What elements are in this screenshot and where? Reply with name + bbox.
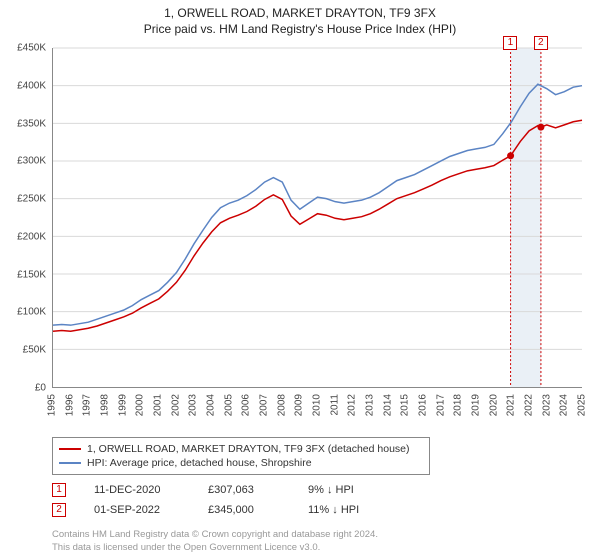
x-tick-label: 1999 <box>117 394 128 416</box>
footer-line-2: This data is licensed under the Open Gov… <box>52 542 378 554</box>
chart-container: 1, ORWELL ROAD, MARKET DRAYTON, TF9 3FX … <box>0 0 600 560</box>
legend-label: HPI: Average price, detached house, Shro… <box>87 457 312 469</box>
x-tick-label: 2001 <box>153 394 164 416</box>
x-tick-label: 2012 <box>347 394 358 416</box>
x-tick-label: 2009 <box>294 394 305 416</box>
y-tick-label: £350K <box>17 118 46 129</box>
x-tick-label: 2008 <box>276 394 287 416</box>
sale-marker-cell: 2 <box>52 503 66 517</box>
x-tick-label: 1998 <box>100 394 111 416</box>
x-tick-label: 2018 <box>453 394 464 416</box>
x-tick-label: 2005 <box>223 394 234 416</box>
sale-price: £307,063 <box>208 484 280 496</box>
x-tick-label: 2025 <box>577 394 588 416</box>
x-tick-label: 2006 <box>241 394 252 416</box>
x-tick-label: 1997 <box>82 394 93 416</box>
y-tick-label: £400K <box>17 80 46 91</box>
y-tick-label: £250K <box>17 194 46 205</box>
sales-row: 1 11-DEC-2020 £307,063 9% ↓ HPI <box>52 480 572 500</box>
x-tick-label: 2010 <box>312 394 323 416</box>
sale-date: 01-SEP-2022 <box>94 504 180 516</box>
y-tick-label: £300K <box>17 156 46 167</box>
footer-attribution: Contains HM Land Registry data © Crown c… <box>52 529 378 554</box>
x-tick-label: 2004 <box>206 394 217 416</box>
sale-marker-1: 1 <box>503 36 517 50</box>
x-axis: 1995199619971998199920002001200220032004… <box>52 388 582 438</box>
series-blue-line <box>53 84 582 325</box>
sales-row: 2 01-SEP-2022 £345,000 11% ↓ HPI <box>52 500 572 520</box>
chart-subtitle: Price paid vs. HM Land Registry's House … <box>0 20 600 36</box>
sale-point-1 <box>507 152 514 159</box>
sale-price: £345,000 <box>208 504 280 516</box>
x-tick-label: 2024 <box>559 394 570 416</box>
chart-title: 1, ORWELL ROAD, MARKET DRAYTON, TF9 3FX <box>0 0 600 20</box>
x-tick-label: 2022 <box>524 394 535 416</box>
x-tick-label: 2013 <box>365 394 376 416</box>
x-tick-label: 1995 <box>47 394 58 416</box>
chart-svg <box>53 48 582 387</box>
x-tick-label: 1996 <box>64 394 75 416</box>
sale-date: 11-DEC-2020 <box>94 484 180 496</box>
y-tick-label: £200K <box>17 231 46 242</box>
x-tick-label: 2021 <box>506 394 517 416</box>
legend-row: HPI: Average price, detached house, Shro… <box>59 456 423 470</box>
sale-point-2 <box>537 124 544 131</box>
legend-row: 1, ORWELL ROAD, MARKET DRAYTON, TF9 3FX … <box>59 442 423 456</box>
y-axis: £0£50K£100K£150K£200K£250K£300K£350K£400… <box>0 48 52 388</box>
x-tick-label: 2017 <box>435 394 446 416</box>
series-red-line <box>53 120 582 331</box>
x-tick-label: 2000 <box>135 394 146 416</box>
legend-swatch <box>59 462 81 464</box>
down-arrow-icon: ↓ <box>332 504 338 516</box>
sale-diff: 9% ↓ HPI <box>308 484 388 496</box>
footer-line-1: Contains HM Land Registry data © Crown c… <box>52 529 378 541</box>
x-tick-label: 2011 <box>329 394 340 416</box>
x-tick-label: 2019 <box>471 394 482 416</box>
plot-area <box>52 48 582 388</box>
x-tick-label: 2007 <box>259 394 270 416</box>
y-tick-label: £100K <box>17 307 46 318</box>
y-tick-label: £50K <box>23 345 46 356</box>
sales-table: 1 11-DEC-2020 £307,063 9% ↓ HPI 2 01-SEP-2022… <box>52 480 572 520</box>
legend: 1, ORWELL ROAD, MARKET DRAYTON, TF9 3FX … <box>52 437 430 475</box>
x-tick-label: 2003 <box>188 394 199 416</box>
x-tick-label: 2020 <box>488 394 499 416</box>
x-tick-label: 2023 <box>541 394 552 416</box>
down-arrow-icon: ↓ <box>327 484 333 496</box>
y-gridlines <box>53 48 582 349</box>
x-tick-label: 2016 <box>418 394 429 416</box>
sale-marker-cell: 1 <box>52 483 66 497</box>
x-tick-label: 2015 <box>400 394 411 416</box>
x-tick-label: 2002 <box>170 394 181 416</box>
sale-marker-2: 2 <box>534 36 548 50</box>
x-tick-label: 2014 <box>382 394 393 416</box>
y-tick-label: £0 <box>35 383 46 394</box>
legend-label: 1, ORWELL ROAD, MARKET DRAYTON, TF9 3FX … <box>87 443 410 455</box>
y-tick-label: £150K <box>17 269 46 280</box>
y-tick-label: £450K <box>17 43 46 54</box>
sale-diff: 11% ↓ HPI <box>308 504 388 516</box>
legend-swatch <box>59 448 81 450</box>
